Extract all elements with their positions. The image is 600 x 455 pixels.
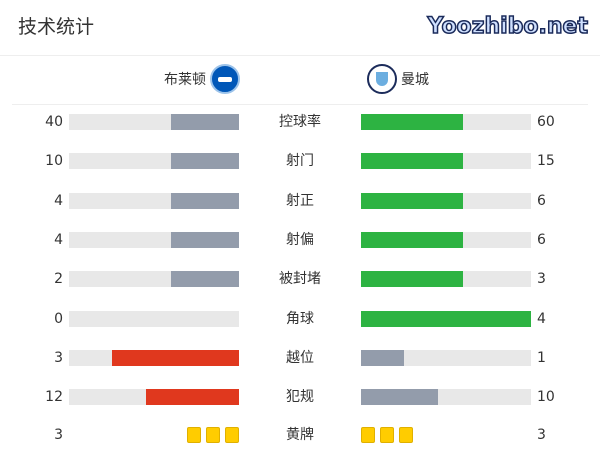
home-value: 12	[45, 389, 63, 406]
away-bar	[361, 231, 463, 248]
home-bar	[146, 389, 239, 406]
watermark: Yoozhibo.net	[427, 13, 589, 40]
home-value: 4	[54, 231, 63, 248]
home-value: 3	[54, 349, 63, 366]
home-yellow-cards	[187, 427, 239, 443]
home-bar-track	[69, 389, 239, 406]
home-bar	[171, 231, 239, 248]
home-bar-track	[69, 114, 239, 130]
away-value: 4	[537, 310, 546, 327]
away-bar	[361, 271, 463, 288]
yellow-card-icon	[380, 427, 394, 443]
away-value: 15	[537, 153, 555, 170]
away-bar	[361, 153, 463, 170]
home-bar-track	[69, 192, 239, 209]
stat-row: 4 射正 6	[0, 191, 600, 211]
stat-label: 被封堵	[279, 271, 321, 288]
away-value: 1	[537, 349, 546, 366]
home-value: 2	[54, 271, 63, 288]
stat-row-yellow-cards: 3 黄牌 3	[0, 425, 600, 445]
away-yellow-cards	[361, 427, 413, 443]
home-bar-track	[69, 231, 239, 248]
home-bar-track	[69, 349, 239, 366]
away-bar-track	[361, 114, 531, 130]
home-value: 4	[54, 192, 63, 209]
away-team: 曼城	[367, 64, 429, 94]
away-bar-track	[361, 349, 531, 366]
home-value: 3	[54, 427, 63, 443]
away-bar-track	[361, 153, 531, 170]
stat-label: 射门	[286, 153, 314, 170]
away-bar-track	[361, 389, 531, 406]
away-bar-track	[361, 310, 531, 327]
home-bar-track	[69, 310, 239, 327]
stat-row: 4 射偏 6	[0, 230, 600, 250]
away-bar	[361, 192, 463, 209]
away-value: 6	[537, 231, 546, 248]
away-bar	[361, 114, 463, 130]
away-value: 10	[537, 389, 555, 406]
away-value: 3	[537, 271, 546, 288]
stat-label: 角球	[286, 310, 314, 327]
divider	[0, 55, 600, 56]
home-bar	[171, 192, 239, 209]
stat-row: 2 被封堵 3	[0, 269, 600, 289]
yellow-card-icon	[361, 427, 375, 443]
away-bar	[361, 389, 439, 406]
stat-label: 射正	[286, 192, 314, 209]
away-bar	[361, 349, 404, 366]
away-value: 60	[537, 114, 555, 130]
home-team: 布莱顿	[164, 64, 240, 94]
home-bar-track	[69, 271, 239, 288]
stat-row: 10 射门 15	[0, 151, 600, 171]
stat-label: 射偏	[286, 231, 314, 248]
yellow-card-icon	[206, 427, 220, 443]
stat-label: 控球率	[279, 114, 321, 130]
home-value: 0	[54, 310, 63, 327]
stat-label: 黄牌	[286, 427, 314, 443]
away-bar-track	[361, 231, 531, 248]
man-city-crest-icon	[367, 64, 397, 94]
away-value: 3	[537, 427, 546, 443]
away-value: 6	[537, 192, 546, 209]
home-team-name: 布莱顿	[164, 72, 206, 88]
away-bar	[361, 310, 531, 327]
stat-row: 3 越位 1	[0, 348, 600, 368]
away-team-name: 曼城	[401, 72, 429, 88]
home-bar	[171, 153, 239, 170]
yellow-card-icon	[187, 427, 201, 443]
brighton-crest-icon	[210, 64, 240, 94]
away-bar-track	[361, 192, 531, 209]
home-bar	[171, 114, 239, 130]
home-bar	[111, 349, 239, 366]
away-bar-track	[361, 271, 531, 288]
divider	[12, 104, 588, 105]
home-value: 40	[45, 114, 63, 130]
yellow-card-icon	[399, 427, 413, 443]
home-bar	[171, 271, 239, 288]
page-title: 技术统计	[18, 16, 95, 38]
home-value: 10	[45, 153, 63, 170]
stat-label: 越位	[286, 349, 314, 366]
yellow-card-icon	[225, 427, 239, 443]
stat-row: 12 犯规 10	[0, 387, 600, 407]
stat-label: 犯规	[286, 389, 314, 406]
stat-row: 40 控球率 60	[0, 112, 600, 132]
stat-row: 0 角球 4	[0, 309, 600, 329]
home-bar-track	[69, 153, 239, 170]
